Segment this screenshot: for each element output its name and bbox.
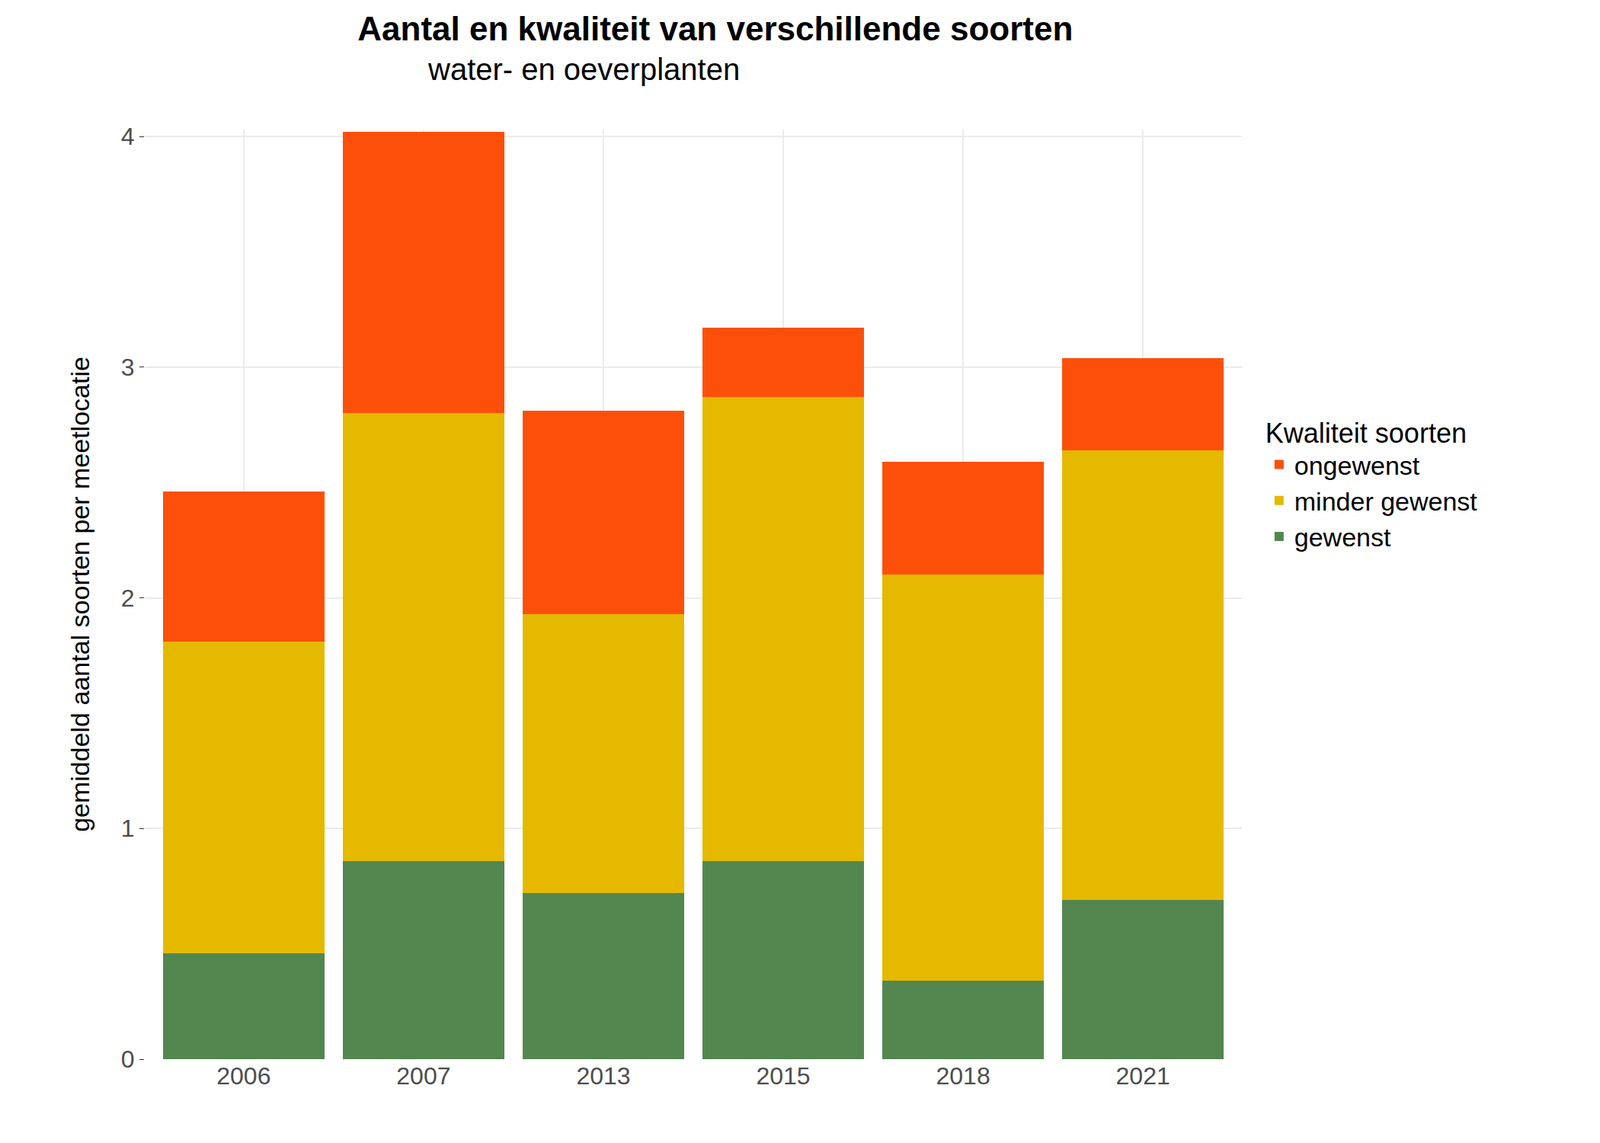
svg-text:2018: 2018 <box>936 1062 991 1090</box>
svg-text:Aantal en kwaliteit van versch: Aantal en kwaliteit van verschillende so… <box>357 9 1073 48</box>
svg-text:2013: 2013 <box>576 1062 631 1090</box>
svg-text:water- en oeverplanten: water- en oeverplanten <box>427 52 740 87</box>
svg-text:3: 3 <box>121 353 135 381</box>
svg-text:4: 4 <box>121 122 135 151</box>
svg-text:2006: 2006 <box>216 1062 271 1090</box>
svg-text:2007: 2007 <box>396 1062 451 1090</box>
svg-text:gemiddeld aantal soorten per m: gemiddeld aantal soorten per meetlocatie <box>65 356 95 832</box>
svg-text:0: 0 <box>121 1045 135 1073</box>
svg-text:Kwaliteit soorten: Kwaliteit soorten <box>1265 417 1467 449</box>
svg-text:1: 1 <box>121 814 135 842</box>
svg-text:minder gewenst: minder gewenst <box>1294 486 1479 516</box>
svg-text:2015: 2015 <box>755 1062 810 1090</box>
svg-text:gewenst: gewenst <box>1294 522 1392 552</box>
svg-text:2: 2 <box>121 584 135 612</box>
svg-text:ongewenst: ongewenst <box>1294 451 1421 480</box>
svg-text:2021: 2021 <box>1116 1062 1171 1090</box>
